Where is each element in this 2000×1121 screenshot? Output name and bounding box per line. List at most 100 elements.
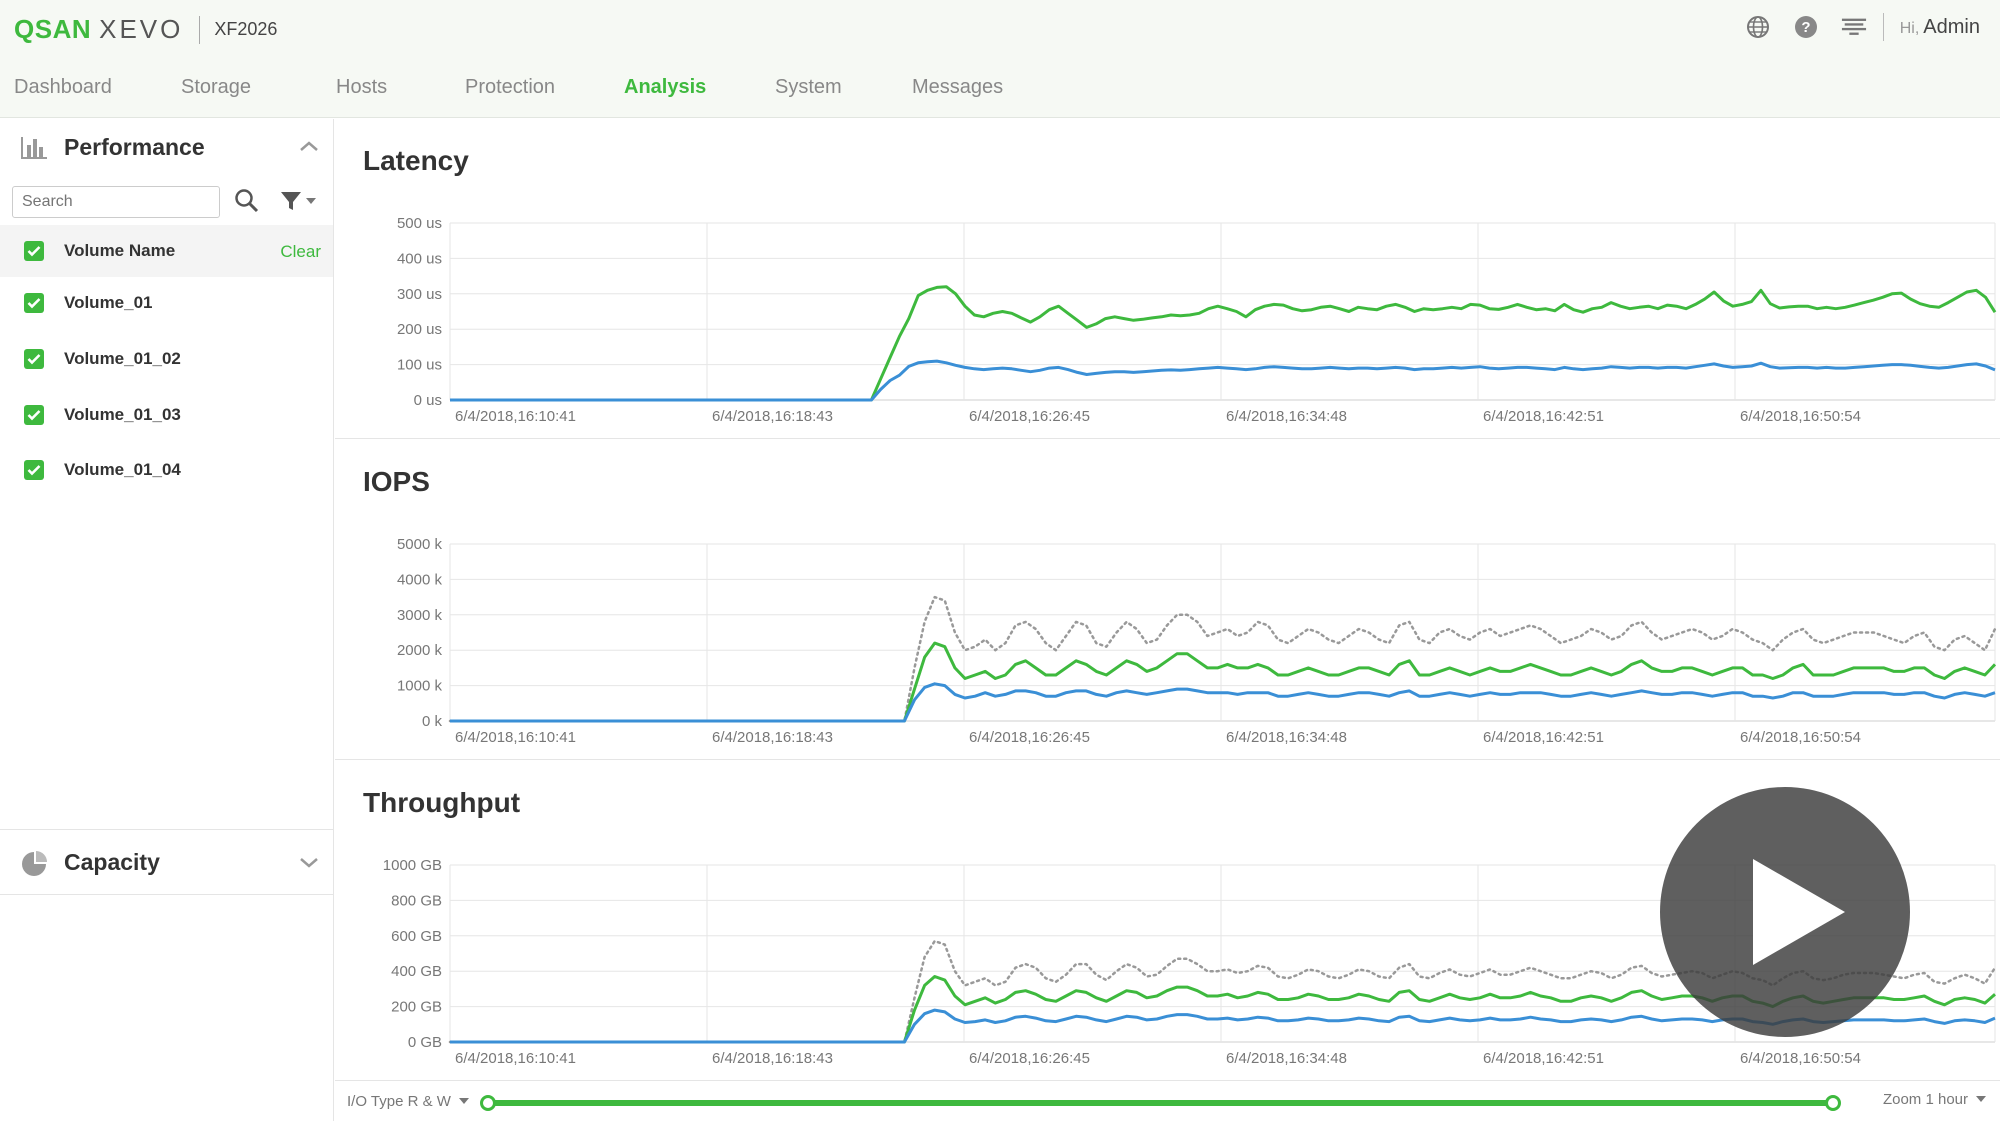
header-divider (1882, 13, 1884, 41)
chevron-down-icon[interactable] (299, 856, 319, 874)
header-actions: ? Hi, Admin (1745, 13, 1980, 41)
y-tick-label: 600 GB (391, 928, 442, 945)
chart-title: Throughput (363, 787, 521, 818)
volume-name-header: Volume Name (64, 241, 176, 260)
tab-dashboard[interactable]: Dashboard (14, 76, 112, 98)
search-row (12, 186, 324, 220)
help-icon[interactable]: ? (1793, 14, 1819, 40)
caret-down-icon (458, 1098, 469, 1104)
main-nav: Dashboard Storage Hosts Protection Analy… (0, 60, 2000, 118)
y-tick-label: 500 us (397, 215, 442, 232)
y-tick-label: 200 us (397, 321, 442, 338)
y-tick-label: 0 GB (408, 1034, 442, 1051)
io-type-dropdown[interactable]: I/O Type R & W (347, 1093, 469, 1110)
x-tick-label: 6/4/2018,16:18:43 (712, 1050, 833, 1067)
time-range-slider[interactable] (490, 1100, 1835, 1106)
series-line-green (450, 285, 1997, 402)
clear-link[interactable]: Clear (280, 242, 321, 261)
x-tick-label: 6/4/2018,16:34:48 (1226, 1050, 1347, 1067)
x-tick-label: 6/4/2018,16:34:48 (1226, 408, 1347, 425)
io-type-label: I/O Type R & W (347, 1093, 451, 1110)
slider-start-handle[interactable] (480, 1095, 496, 1111)
volume-list-header: Volume Name Clear (0, 225, 333, 277)
x-tick-label: 6/4/2018,16:10:41 (455, 729, 576, 746)
tab-analysis[interactable]: Analysis (624, 76, 707, 98)
y-tick-label: 300 us (397, 286, 442, 303)
search-input[interactable] (12, 186, 220, 218)
brand[interactable]: QSAN XEVO XF2026 (14, 14, 277, 45)
volume-checkbox[interactable] (24, 293, 44, 313)
zoom-dropdown[interactable]: Zoom 1 hour (1883, 1091, 1986, 1108)
logo[interactable]: QSAN XEVO (14, 14, 183, 45)
chart-title: IOPS (363, 466, 430, 497)
volume-checkbox[interactable] (24, 349, 44, 369)
iops-chart-panel: IOPS 5000 k 4000 k 3000 k 2000 k 1000 k 0 k 6/… (335, 440, 2000, 760)
top-bar: QSAN XEVO XF2026 ? Hi, Admin (0, 0, 2000, 60)
y-tick-label: 0 k (422, 713, 443, 730)
y-tick-label: 100 us (397, 357, 442, 374)
volume-label: Volume_01_04 (64, 460, 181, 479)
x-tick-label: 6/4/2018,16:26:45 (969, 729, 1090, 746)
capacity-title: Capacity (64, 849, 160, 875)
x-tick-label: 6/4/2018,16:50:54 (1740, 729, 1861, 746)
y-tick-label: 5000 k (397, 536, 443, 553)
play-icon (1753, 859, 1845, 965)
filter-icon[interactable] (280, 190, 316, 212)
latency-chart-panel: Latency 500 us 400 us 300 us 200 us 100 us 0 … (335, 119, 2000, 439)
performance-title: Performance (64, 134, 205, 160)
logo-product: XEVO (99, 14, 184, 44)
capacity-section-header[interactable]: Capacity (0, 829, 333, 895)
volume-checkbox[interactable] (24, 405, 44, 425)
x-tick-label: 6/4/2018,16:34:48 (1226, 729, 1347, 746)
brand-divider (199, 15, 201, 44)
timeline-footer: I/O Type R & W Zoom 1 hour (335, 1082, 2000, 1121)
volume-label: Volume_01_02 (64, 349, 181, 368)
pie-chart-icon (20, 850, 48, 883)
y-tick-label: 4000 k (397, 571, 443, 588)
volume-item[interactable]: Volume_01_02 (0, 337, 333, 387)
greeting-text: Hi, (1899, 19, 1920, 37)
volume-checkbox[interactable] (24, 460, 44, 480)
performance-section-header[interactable]: Performance (0, 119, 333, 179)
search-icon[interactable] (234, 188, 260, 219)
tab-storage[interactable]: Storage (181, 76, 252, 98)
logo-brand: QSAN (14, 14, 92, 44)
caret-down-icon (1976, 1096, 1986, 1102)
chevron-up-icon[interactable] (299, 139, 319, 157)
zoom-label: Zoom 1 hour (1882, 1091, 1968, 1108)
user-greeting[interactable]: Hi, Admin (1900, 16, 1980, 39)
volume-item[interactable]: Volume_01_03 (0, 393, 333, 443)
x-tick-label: 6/4/2018,16:50:54 (1740, 1050, 1861, 1067)
y-tick-label: 200 GB (391, 999, 442, 1016)
user-name: Admin (1923, 15, 1980, 38)
sidebar: Performance Volume Name Clear Volume_01 … (0, 119, 334, 1121)
iops-chart[interactable]: 5000 k 4000 k 3000 k 2000 k 1000 k 0 k 6/4/201… (335, 440, 2000, 760)
tab-messages[interactable]: Messages (912, 76, 1004, 98)
slider-end-handle[interactable] (1825, 1095, 1841, 1111)
y-tick-label: 1000 GB (383, 857, 442, 874)
tab-protection[interactable]: Protection (465, 76, 556, 98)
y-tick-label: 2000 k (397, 642, 443, 659)
model-name: XF2026 (214, 19, 278, 39)
bar-chart-icon (20, 135, 48, 166)
play-button[interactable] (1660, 787, 1910, 1037)
caret-down-icon (306, 198, 316, 204)
notification-icon[interactable] (1841, 14, 1867, 40)
select-all-checkbox[interactable] (24, 241, 44, 261)
volume-label: Volume_01 (64, 293, 153, 312)
x-tick-label: 6/4/2018,16:42:51 (1483, 729, 1604, 746)
series-line-blue (450, 359, 1996, 402)
x-tick-label: 6/4/2018,16:42:51 (1483, 408, 1604, 425)
volume-item[interactable]: Volume_01_04 (0, 448, 333, 498)
svg-text:?: ? (1801, 19, 1810, 36)
y-tick-label: 1000 k (397, 678, 443, 695)
tab-hosts[interactable]: Hosts (336, 76, 388, 98)
globe-icon[interactable] (1745, 14, 1771, 40)
throughput-chart[interactable]: 1000 GB 800 GB 600 GB 400 GB 200 GB 0 GB 6/4/2… (335, 761, 2000, 1081)
x-tick-label: 6/4/2018,16:26:45 (969, 408, 1090, 425)
volume-item[interactable]: Volume_01 (0, 281, 333, 331)
tab-system[interactable]: System (775, 76, 842, 98)
x-tick-label: 6/4/2018,16:42:51 (1483, 1050, 1604, 1067)
latency-chart[interactable]: 500 us 400 us 300 us 200 us 100 us 0 us 6/4/20… (335, 119, 2000, 439)
series-line-blue (450, 682, 1996, 723)
